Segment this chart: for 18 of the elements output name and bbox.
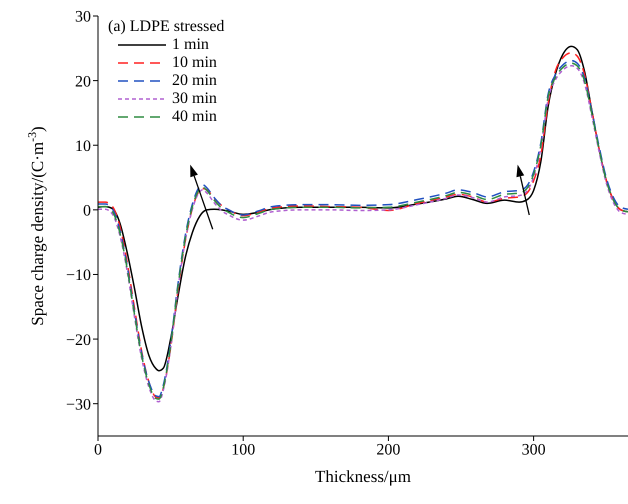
legend-label: 10 min [172,54,217,72]
x-tick-label: 200 [376,441,400,458]
y-tick-label: 10 [75,138,91,155]
legend-label: 30 min [172,90,217,108]
y-tick-label: −30 [66,396,91,414]
legend-label: 20 min [172,72,217,90]
legend-label: 40 min [172,108,217,126]
chart-title: (a) LDPE stressed [108,18,224,36]
y-tick-label: 0 [83,202,91,220]
x-tick-label: 300 [522,441,546,458]
y-tick-label: −20 [66,332,91,349]
x-tick-label: 0 [94,441,102,458]
y-tick-label: 20 [75,73,91,90]
y-tick-label: 30 [75,8,91,26]
x-tick-label: 100 [231,441,256,458]
x-axis-title: Thickness/μm [315,467,411,486]
legend-label: 1 min [172,36,209,54]
y-tick-label: −10 [66,267,91,284]
